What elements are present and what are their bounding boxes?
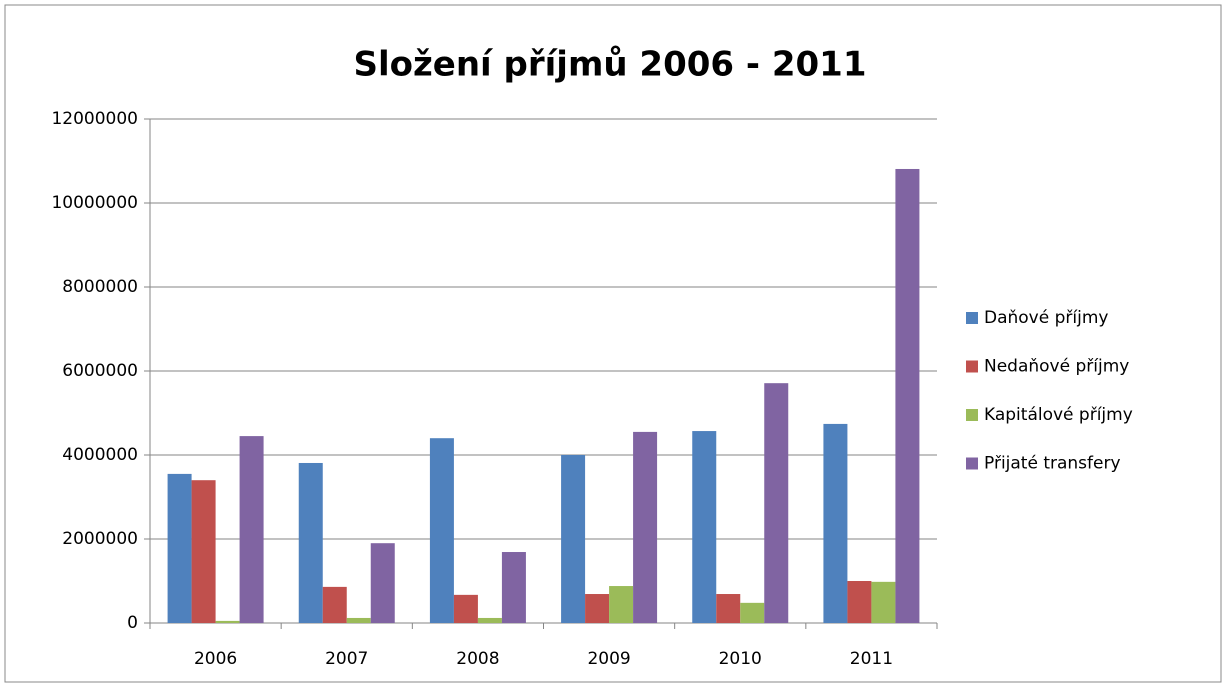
y-tick-label: 0 bbox=[127, 613, 138, 633]
legend-label: Kapitálové příjmy bbox=[984, 405, 1133, 425]
y-tick-label: 6000000 bbox=[62, 361, 138, 381]
bar bbox=[716, 594, 741, 623]
chart-title: Složení příjmů 2006 - 2011 bbox=[354, 45, 867, 85]
bar bbox=[609, 586, 634, 623]
legend-swatch bbox=[966, 312, 978, 324]
bar bbox=[167, 473, 192, 623]
bar bbox=[585, 594, 610, 623]
bar bbox=[477, 617, 502, 623]
x-tick-label: 2008 bbox=[456, 649, 499, 669]
bar bbox=[895, 168, 920, 624]
legend-swatch bbox=[966, 409, 978, 421]
y-tick-label: 10000000 bbox=[51, 193, 138, 213]
y-tick-label: 12000000 bbox=[51, 109, 138, 129]
bar bbox=[191, 480, 216, 623]
bar bbox=[740, 602, 765, 623]
legend-swatch bbox=[966, 360, 978, 373]
legend-swatch bbox=[966, 457, 978, 470]
bar bbox=[764, 383, 789, 623]
bar bbox=[823, 423, 848, 623]
x-tick-label: 2010 bbox=[719, 649, 762, 669]
bar bbox=[633, 431, 658, 623]
bar bbox=[429, 438, 454, 623]
x-tick-label: 2011 bbox=[850, 649, 893, 669]
bar bbox=[561, 455, 586, 623]
bar bbox=[322, 586, 347, 623]
bar bbox=[215, 620, 240, 623]
bar bbox=[453, 594, 478, 623]
legend-label: Daňové příjmy bbox=[984, 308, 1108, 328]
x-tick-label: 2009 bbox=[587, 649, 630, 669]
y-tick-label: 8000000 bbox=[62, 277, 138, 297]
bar bbox=[298, 462, 323, 623]
legend-label: Přijaté transfery bbox=[984, 454, 1121, 474]
y-tick-label: 2000000 bbox=[62, 529, 138, 549]
x-tick-label: 2007 bbox=[325, 649, 368, 669]
x-tick-label: 2006 bbox=[194, 649, 237, 669]
bar bbox=[370, 543, 395, 623]
bar bbox=[871, 581, 896, 623]
bar bbox=[346, 617, 371, 623]
bar bbox=[501, 552, 526, 623]
bar bbox=[692, 431, 717, 623]
legend-label: Nedaňové příjmy bbox=[984, 357, 1129, 377]
bar bbox=[239, 436, 264, 623]
y-tick-label: 4000000 bbox=[62, 445, 138, 465]
bar bbox=[847, 581, 872, 623]
